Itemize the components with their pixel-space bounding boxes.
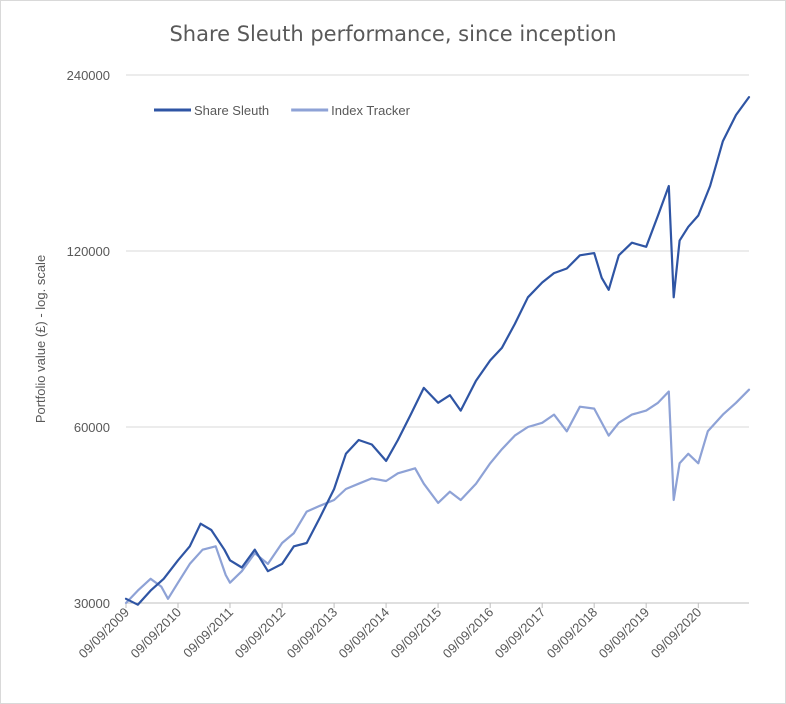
series-line-share-sleuth (124, 95, 751, 606)
x-tick-label: 09/09/2018 (544, 605, 601, 662)
y-axis-ticks: 30000 60000 120000 240000 (67, 68, 110, 611)
x-tick-label: 09/09/2016 (440, 605, 497, 662)
legend: Share Sleuth Index Tracker (154, 103, 411, 118)
y-tick-label: 60000 (74, 420, 110, 435)
x-tick-label: 09/09/2009 (75, 605, 132, 662)
x-tick-label: 09/09/2015 (388, 605, 445, 662)
x-tick-label: 09/09/2014 (336, 605, 393, 662)
x-tick-label: 09/09/2019 (596, 605, 653, 662)
y-axis-label: Portfolio value (£) - log. scale (33, 255, 48, 423)
series-line-index-tracker (124, 388, 751, 605)
y-tick-label: 240000 (67, 68, 110, 83)
legend-label: Share Sleuth (194, 103, 269, 118)
x-axis-ticks: 09/09/200909/09/201009/09/201109/09/2012… (75, 603, 704, 661)
x-tick-label: 09/09/2011 (180, 605, 236, 661)
series-lines (124, 95, 751, 606)
x-tick-label: 09/09/2012 (232, 605, 289, 662)
x-tick-label: 09/09/2013 (284, 605, 341, 662)
x-tick-label: 09/09/2017 (492, 605, 549, 662)
legend-label: Index Tracker (331, 103, 410, 118)
y-tick-label: 120000 (67, 244, 110, 259)
x-tick-label: 09/09/2010 (127, 605, 184, 662)
chart-title: Share Sleuth performance, since inceptio… (169, 22, 616, 46)
y-tick-label: 30000 (74, 596, 110, 611)
gridlines (126, 74, 749, 604)
x-tick-label: 09/09/2020 (648, 605, 705, 662)
